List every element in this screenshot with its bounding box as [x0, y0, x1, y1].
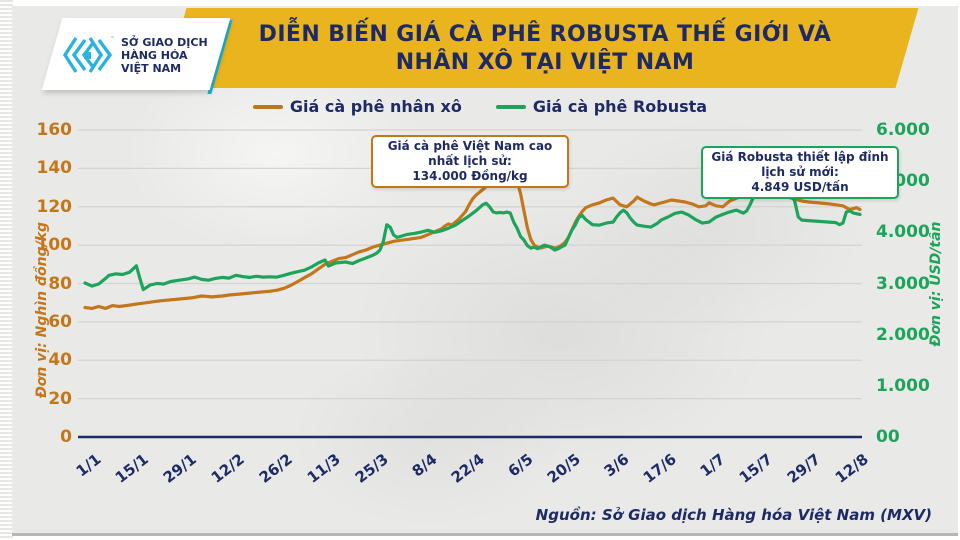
legend-item-nhan-xo: Giá cà phê nhân xô — [252, 97, 462, 116]
binding-edge-decoration — [0, 0, 13, 540]
legend-label-nhan-xo: Giá cà phê nhân xô — [289, 97, 462, 116]
right-axis-tick-2.000: 2.000 — [876, 324, 930, 345]
left-axis-tick-100: 100 — [36, 235, 73, 256]
right-axis-tick-6.000: 6.000 — [876, 120, 930, 140]
chart-title-line-1: DIỄN BIẾN GIÁ CÀ PHÊ ROBUSTA THẾ GIỚI VÀ — [258, 22, 832, 47]
legend-item-robusta: Giá cà phê Robusta — [495, 97, 708, 116]
mxv-logo-icon: ™ — [62, 36, 114, 73]
annotation-vn-record-line-1: Giá cà phê Việt Nam cao nhất lịch sử: — [387, 139, 553, 168]
logo-org-name: SỞ GIAO DỊCH HÀNG HÓA VIỆT NAM — [121, 36, 208, 75]
right-axis-title: Đơn vị: USD/tấn — [928, 221, 944, 347]
source-credit: Nguồn: Sở Giao dịch Hàng hóa Việt Nam (M… — [535, 506, 932, 524]
legend-swatch-robusta — [495, 104, 526, 109]
annotation-vn-record-line-2: 134.000 Đồng/kg — [412, 169, 528, 183]
logo-line-3: VIỆT NAM — [121, 61, 182, 75]
legend-label-robusta: Giá cà phê Robusta — [532, 97, 708, 116]
legend: Giá cà phê nhân xô Giá cà phê Robusta — [0, 97, 960, 116]
logo-line-1: SỞ GIAO DỊCH — [121, 35, 208, 49]
annotation-robusta-record: Giá Robusta thiết lập đỉnh lịch sử mới: … — [701, 146, 899, 199]
right-axis-tick-3.000: 3.000 — [876, 273, 930, 294]
series-line-robusta — [83, 187, 862, 292]
left-axis-tick-160: 160 — [36, 120, 73, 140]
left-axis-tick-120: 120 — [36, 196, 73, 217]
right-axis-tick-1.000: 1.000 — [876, 375, 930, 396]
left-axis-tick-40: 40 — [48, 350, 72, 371]
right-axis-tick-4.000: 4.000 — [876, 222, 930, 243]
annotation-vn-record: Giá cà phê Việt Nam cao nhất lịch sử: 13… — [371, 135, 569, 188]
logo-line-2: HÀNG HÓA — [121, 48, 188, 62]
left-axis-tick-80: 80 — [48, 273, 72, 294]
chart-card-background — [12, 6, 958, 536]
annotation-robusta-record-line-2: 4.849 USD/tấn — [751, 180, 849, 194]
trademark-mark: ™ — [110, 36, 114, 42]
left-axis-tick-140: 140 — [36, 158, 73, 179]
left-axis-tick-0: 0 — [60, 427, 72, 447]
left-axis-tick-60: 60 — [48, 311, 72, 332]
legend-swatch-nhan-xo — [252, 104, 283, 109]
right-axis-tick-00: 00 — [876, 427, 900, 447]
chart-title: DIỄN BIẾN GIÁ CÀ PHÊ ROBUSTA THẾ GIỚI VÀ… — [200, 10, 890, 88]
mxv-logo: ™ SỞ GIAO DỊCH HÀNG HÓA VIỆT NAM — [62, 32, 214, 78]
series-line-nhan-xo — [83, 178, 862, 310]
chart-title-line-2: NHÂN XÔ TẠI VIỆT NAM — [395, 50, 695, 75]
left-axis-tick-20: 20 — [48, 388, 72, 409]
left-axis-title: Đơn vị: Nghìn đồng/kg — [34, 221, 50, 399]
annotation-robusta-record-line-1: Giá Robusta thiết lập đỉnh lịch sử mới: — [711, 150, 889, 179]
